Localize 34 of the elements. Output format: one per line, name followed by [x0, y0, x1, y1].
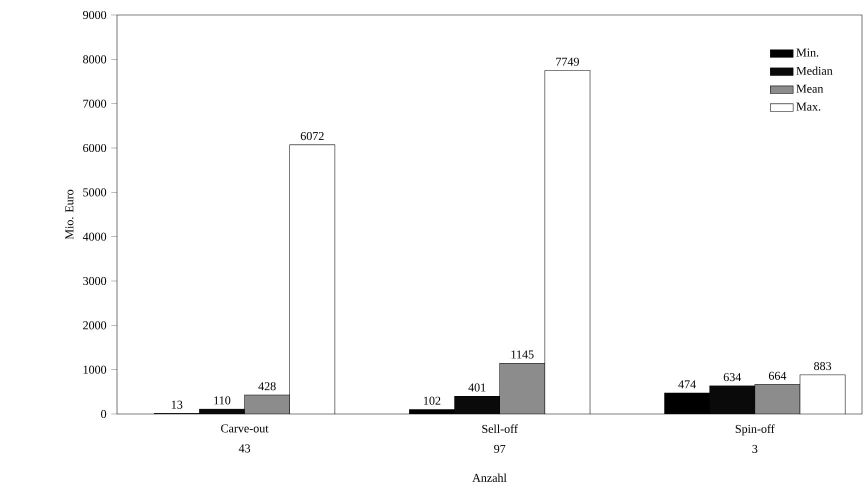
- data-label: 6072: [300, 132, 324, 140]
- y-tick-label: 1000: [84, 366, 106, 374]
- y-axis-title: Mio. Euro: [65, 190, 74, 240]
- text: 3: [752, 444, 758, 453]
- data-label: 474: [678, 380, 696, 388]
- y-tick-label: 9000: [82, 10, 106, 20]
- data-label: 13: [172, 400, 182, 409]
- y-tick-label: 2000: [83, 321, 106, 330]
- data-label: 7749: [556, 58, 579, 66]
- data-label: 883: [814, 362, 832, 370]
- data-label: 664: [768, 372, 786, 380]
- y-tick-label: 6000: [83, 144, 106, 152]
- x-tick-label: Sell-off: [482, 424, 518, 433]
- legend-label: Max.: [796, 102, 820, 111]
- y-tick-label: 3000: [83, 276, 106, 286]
- legend-label: Min.: [796, 48, 818, 57]
- y-tick-label: 8000: [83, 55, 106, 64]
- data-label: 634: [724, 373, 742, 382]
- text: 97: [494, 444, 506, 453]
- text: 43: [238, 444, 250, 452]
- y-tick-label: 7000: [83, 100, 106, 108]
- y-tick-label: 0: [101, 410, 106, 418]
- x-tick-label: Carve-out: [221, 424, 268, 432]
- data-label: 401: [468, 383, 486, 392]
- data-label: 428: [258, 382, 276, 390]
- data-label: 1145: [512, 350, 534, 359]
- data-label: 102: [424, 396, 440, 405]
- legend-label: Mean: [796, 84, 824, 93]
- x-axis-title: Anzahl: [472, 473, 507, 482]
- legend-label: Median: [796, 66, 833, 75]
- x-tick-label: Spin-off: [736, 424, 775, 436]
- y-tick-label: 4000: [82, 232, 106, 241]
- y-tick-label: 5000: [83, 188, 106, 196]
- data-label: 110: [214, 396, 230, 404]
